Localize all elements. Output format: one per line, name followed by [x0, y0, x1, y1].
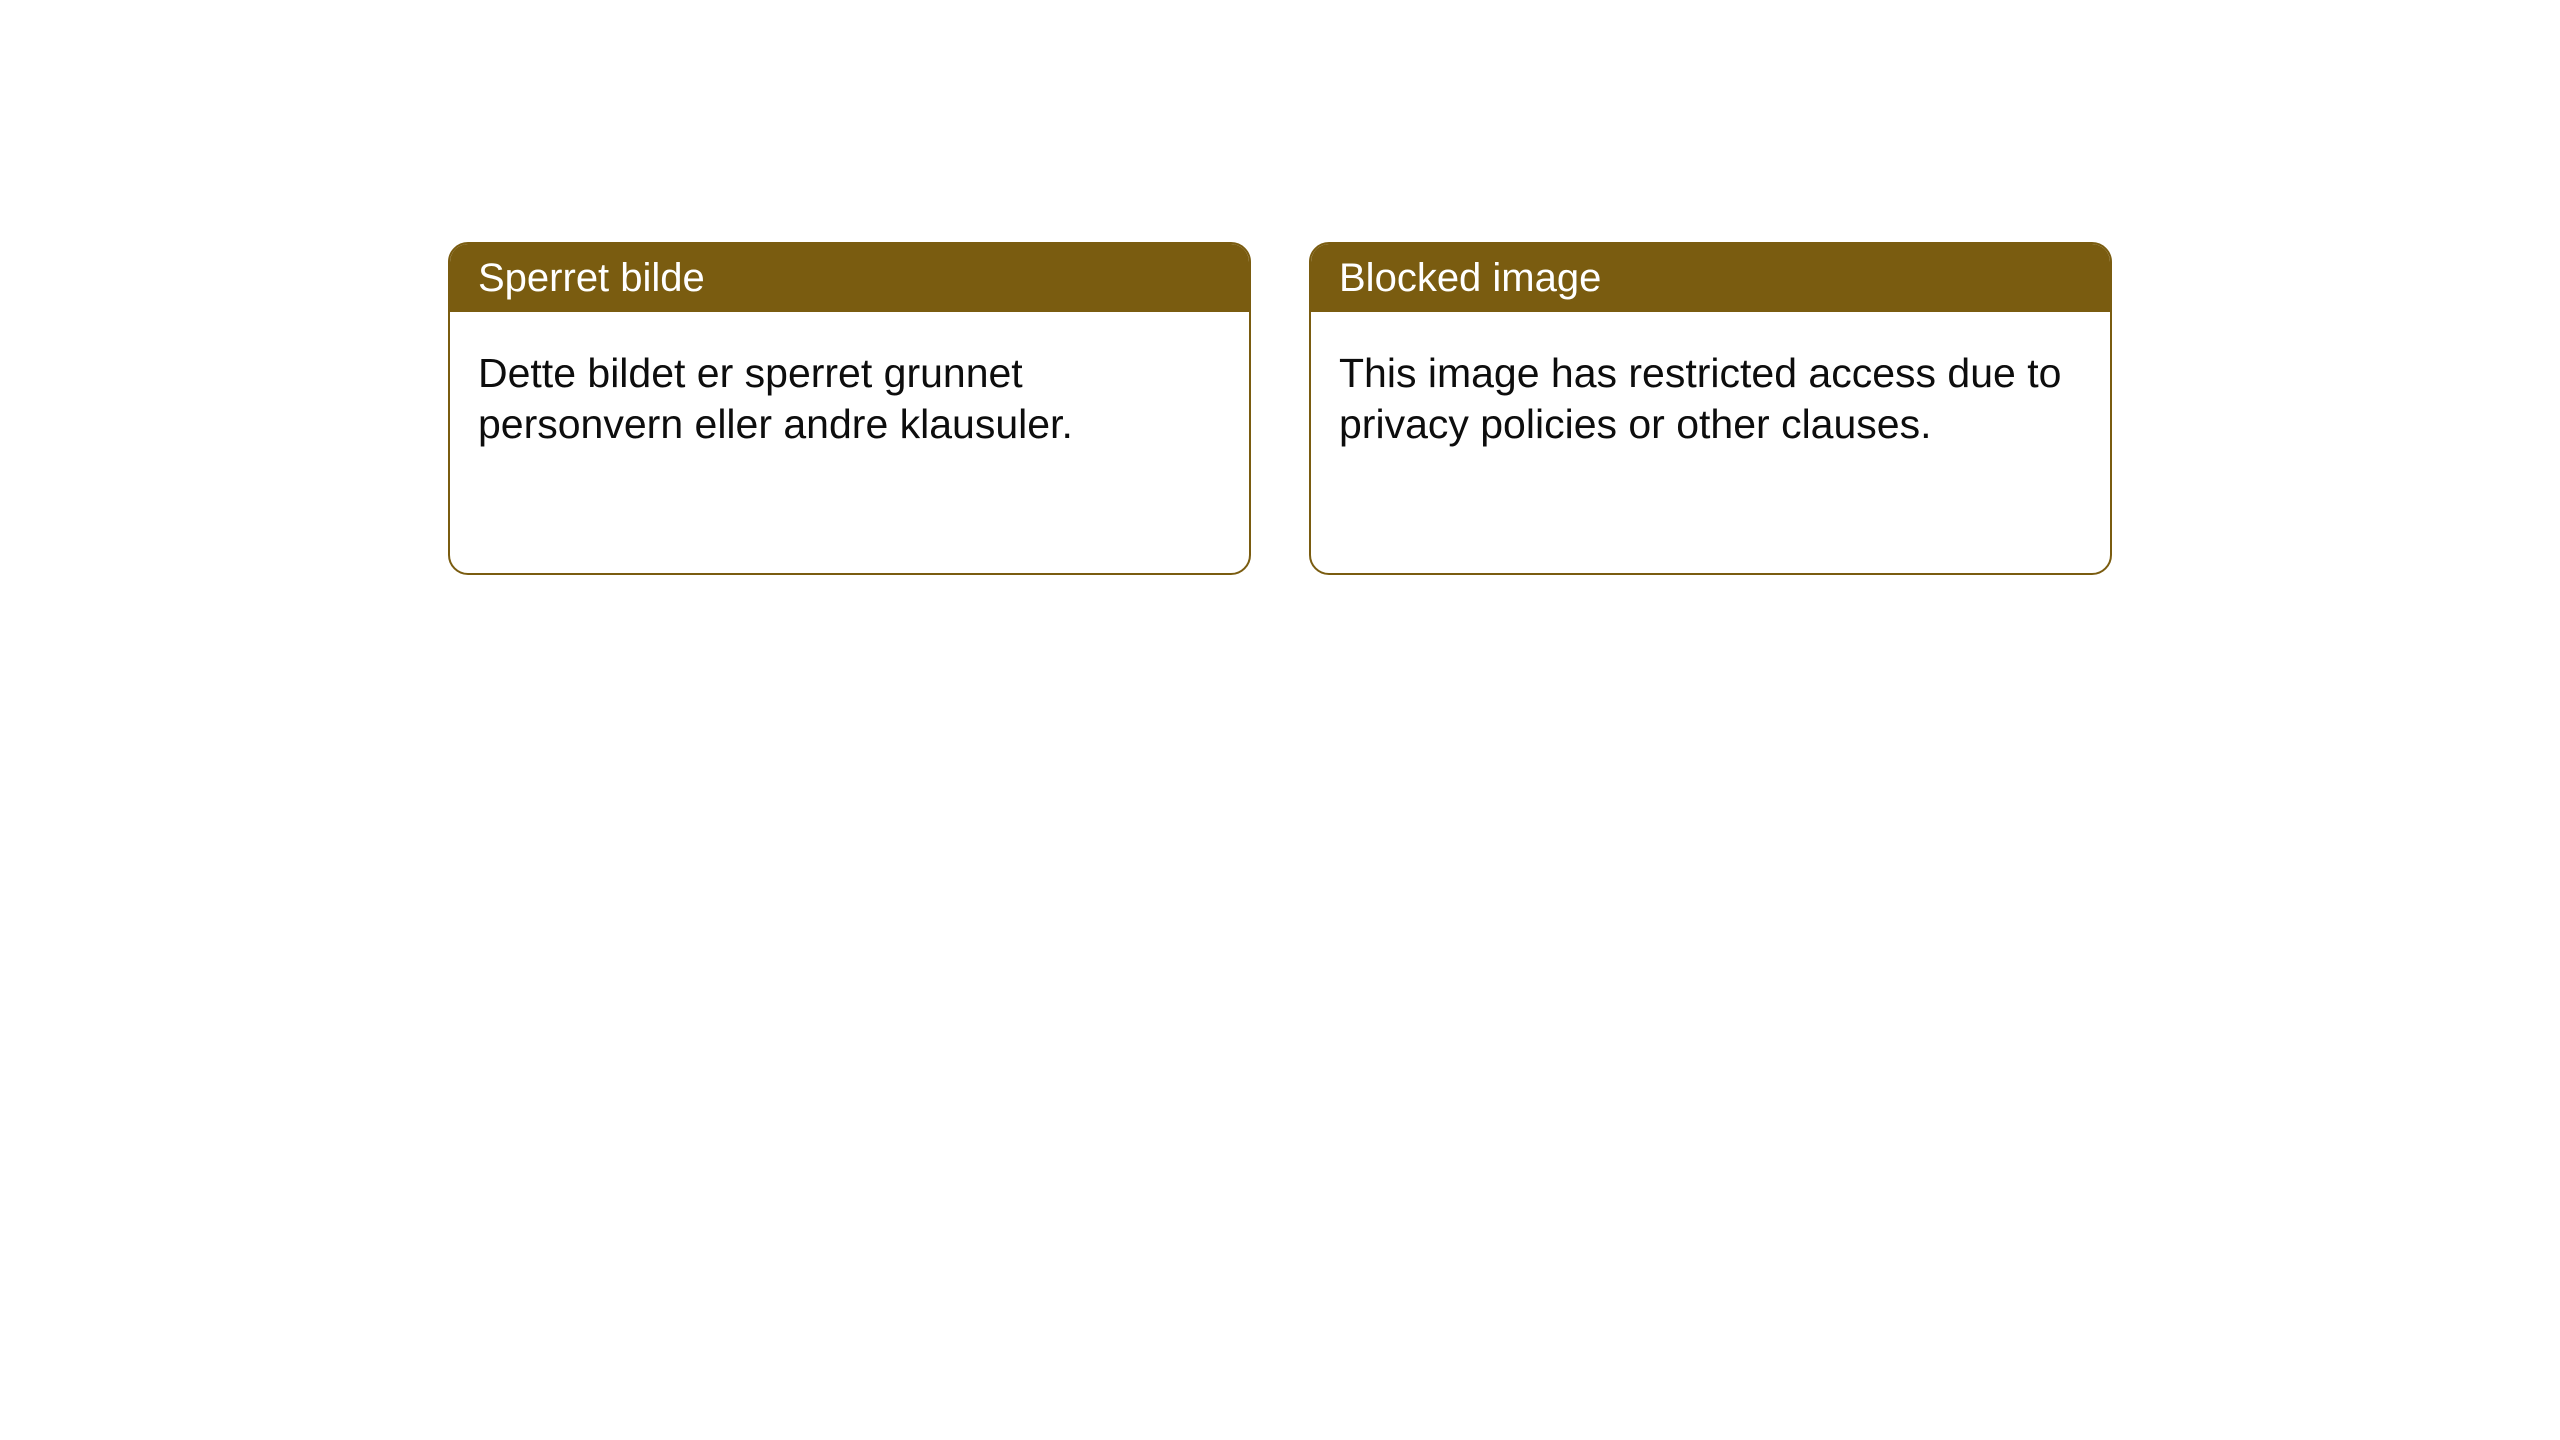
notice-header: Sperret bilde: [450, 244, 1249, 312]
notice-container: Sperret bilde Dette bildet er sperret gr…: [0, 0, 2560, 575]
notice-body: Dette bildet er sperret grunnet personve…: [450, 312, 1249, 487]
notice-card-english: Blocked image This image has restricted …: [1309, 242, 2112, 575]
notice-header: Blocked image: [1311, 244, 2110, 312]
notice-card-norwegian: Sperret bilde Dette bildet er sperret gr…: [448, 242, 1251, 575]
notice-body: This image has restricted access due to …: [1311, 312, 2110, 487]
